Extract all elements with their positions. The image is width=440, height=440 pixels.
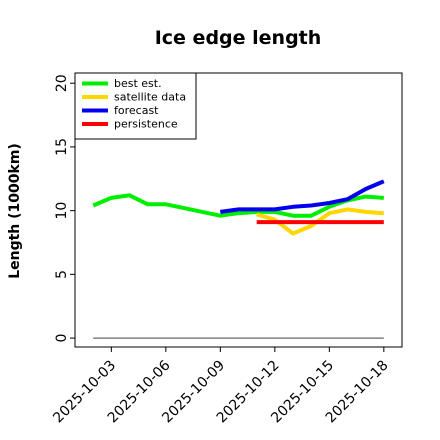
chart-title: Ice edge length xyxy=(155,27,322,49)
y-axis-label: Length (1000km) xyxy=(7,143,23,279)
legend: best est.satellite dataforecastpersisten… xyxy=(74,72,197,140)
series-line-best-est xyxy=(92,193,384,218)
series-line-forecast xyxy=(220,179,385,214)
legend-label: satellite data xyxy=(114,91,186,104)
y-tick-label: 15 xyxy=(54,138,70,156)
y-tick-label: 10 xyxy=(54,202,70,220)
y-tick-label: 20 xyxy=(54,74,70,92)
y-tick-label: 5 xyxy=(54,270,70,279)
y-tick-label: 0 xyxy=(54,334,70,343)
legend-label: persistence xyxy=(114,118,178,131)
plot-area xyxy=(92,179,385,339)
legend-label: best est. xyxy=(114,77,162,90)
plot-frame xyxy=(74,72,403,348)
legend-label: forecast xyxy=(114,104,159,117)
